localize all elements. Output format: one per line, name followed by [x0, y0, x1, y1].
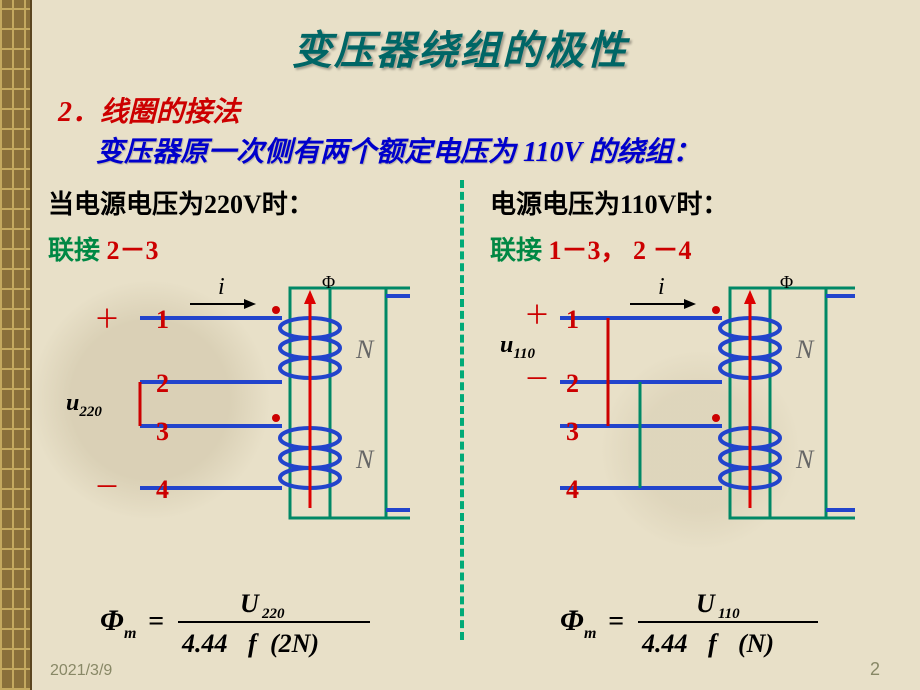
svg-text:U: U — [240, 589, 260, 618]
svg-text:N: N — [795, 335, 815, 364]
dot-3 — [272, 414, 280, 422]
left-formula: Φ m = U 220 4.44 f (2N) — [100, 580, 390, 667]
svg-text:＋: ＋ — [524, 301, 550, 330]
intro-volts: 110V — [523, 137, 582, 168]
N-bot: N — [355, 445, 375, 474]
svg-text:4: 4 — [566, 475, 579, 504]
svg-text:m: m — [124, 625, 136, 642]
term-3: 3 — [156, 417, 169, 446]
term-4: 4 — [156, 475, 169, 504]
right-connect: 联接 1－3， 2 －4 — [490, 230, 692, 267]
left-connect-label: 联接 — [48, 236, 107, 265]
center-divider — [460, 180, 464, 640]
svg-text:N: N — [795, 445, 815, 474]
right-connect-label: 联接 — [490, 236, 549, 265]
minus: － — [94, 473, 120, 502]
svg-text:3: 3 — [566, 417, 579, 446]
left-diagram-svg: i Φ ＋ － 1 2 3 4 u220 N N — [60, 270, 420, 530]
flux-arrow — [304, 290, 316, 304]
intro-text: 变压器原一次侧有两个额定电压为 110V 的绕组： — [96, 130, 701, 170]
svg-text:=: = — [608, 606, 624, 637]
left-diagram: i Φ ＋ － 1 2 3 4 u220 N N — [60, 270, 420, 535]
svg-text:1: 1 — [566, 305, 579, 334]
term-2: 2 — [156, 369, 169, 398]
i-arrow — [244, 299, 256, 309]
svg-text:m: m — [584, 625, 596, 642]
svg-text:4.44: 4.44 — [641, 629, 688, 658]
dot-1 — [272, 306, 280, 314]
left-heading: 当电源电压为220V时： — [48, 184, 314, 221]
svg-text:u110: u110 — [500, 332, 536, 362]
svg-text:i: i — [658, 274, 665, 300]
svg-text:220: 220 — [261, 606, 285, 622]
footer-date: 2021/3/9 — [50, 662, 112, 680]
svg-text:U: U — [696, 589, 716, 618]
svg-text:(2N): (2N) — [270, 629, 319, 658]
label-phi: Φ — [322, 272, 335, 292]
left-connect-val: 2－3 — [107, 236, 159, 265]
left-border-pattern — [0, 0, 32, 690]
plus: ＋ — [94, 305, 120, 334]
right-diagram: i Φ ＋ － 1 2 3 4 u110 N N — [500, 270, 870, 535]
svg-text:f: f — [248, 629, 259, 658]
right-heading: 电源电压为110V时： — [490, 184, 728, 221]
svg-text:110: 110 — [718, 606, 740, 622]
intro-post: 的绕组： — [582, 137, 701, 168]
right-diagram-svg: i Φ ＋ － 1 2 3 4 u110 N N — [500, 270, 870, 530]
section-heading: 2．线圈的接法 — [58, 90, 240, 130]
term-1: 1 — [156, 305, 169, 334]
right-formula: Φ m = U 110 4.44 f (N) — [560, 580, 850, 667]
left-connect: 联接 2－3 — [48, 230, 159, 267]
svg-text:=: = — [148, 606, 164, 637]
right-connect-val: 1－3， 2 －4 — [549, 236, 692, 265]
svg-text:Φ: Φ — [780, 272, 793, 292]
svg-text:－: － — [524, 365, 550, 394]
page-title: 变压器绕组的极性 — [0, 18, 920, 76]
svg-text:Φ: Φ — [100, 604, 124, 637]
footer-page: 2 — [870, 659, 880, 680]
svg-text:(N): (N) — [738, 629, 774, 658]
svg-text:f: f — [708, 629, 719, 658]
intro-pre: 变压器原一次侧有两个额定电压为 — [96, 137, 523, 168]
N-top: N — [355, 335, 375, 364]
svg-text:2: 2 — [566, 369, 579, 398]
svg-text:Φ: Φ — [560, 604, 584, 637]
svg-text:4.44: 4.44 — [181, 629, 228, 658]
label-i: i — [218, 274, 225, 300]
u-label: u220 — [66, 390, 102, 420]
